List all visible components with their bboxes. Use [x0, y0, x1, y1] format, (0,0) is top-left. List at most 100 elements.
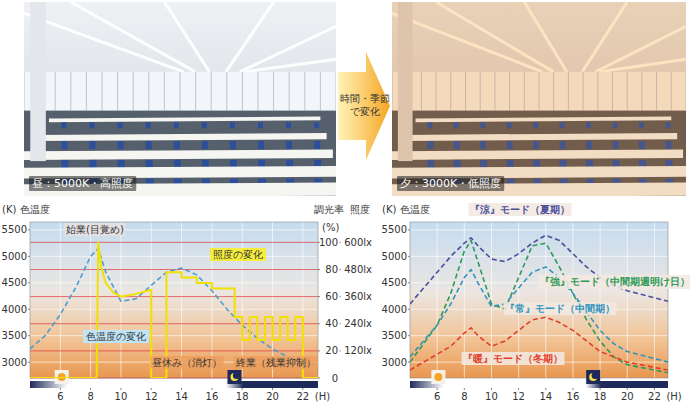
photo-mullion — [242, 72, 243, 111]
y3-tick — [339, 269, 341, 270]
y3-tick — [339, 296, 341, 297]
photo-chair — [174, 122, 179, 128]
photo-mullion — [258, 72, 259, 111]
y-tick — [28, 229, 30, 230]
photo-mullion — [195, 72, 196, 111]
label-patch — [234, 356, 318, 369]
y3-axis-title: 照度 — [350, 204, 370, 215]
photo-chair — [230, 141, 236, 149]
x-unit: (H) — [315, 391, 330, 402]
label-patch — [469, 203, 572, 216]
photo-chair — [174, 141, 180, 149]
x-tick — [120, 388, 121, 390]
grid-line — [242, 222, 243, 378]
x-tick-label: 16 — [206, 391, 219, 402]
x-tick — [211, 388, 212, 390]
day-night-band — [30, 381, 318, 388]
photo-mullion — [164, 72, 165, 111]
y2-tick-label: 0 — [332, 373, 338, 384]
arrow — [338, 52, 390, 160]
y-tick-label: 4000 — [382, 304, 407, 315]
x-tick-label: 12 — [145, 391, 158, 402]
y3-tick-label: 480lx — [344, 264, 372, 275]
photo-desk — [24, 149, 333, 159]
grid-line — [60, 222, 61, 378]
photo-mullion — [117, 72, 118, 111]
photo-desk — [33, 133, 326, 141]
grid-line — [30, 282, 318, 283]
canvas: 昼：5000K・高照度夕：3000K・低照度6810121416182022(H… — [0, 0, 690, 405]
photo-mullion — [289, 72, 290, 111]
moon-icon-bg — [227, 370, 241, 384]
photo-chair — [314, 141, 320, 149]
photo-chair — [202, 141, 208, 149]
photo-caption: 昼：5000K・高照度 — [32, 177, 133, 190]
photo-mullion — [226, 72, 227, 111]
series-label: 『暖』モード（冬期） — [463, 353, 563, 364]
y2-tick-label: 100 — [319, 237, 338, 248]
photo-mullion — [24, 72, 25, 111]
photo-chair — [118, 122, 123, 128]
y-tick — [28, 335, 30, 336]
y3-tick-label: 240lx — [344, 318, 372, 329]
y2-tick-label: 40 — [325, 318, 338, 329]
grid-line — [410, 256, 668, 257]
chart: 6810121416182022(H)300035004000450050005… — [2, 204, 373, 402]
grid-line — [654, 222, 655, 378]
series-line — [30, 248, 318, 364]
label-patch — [151, 356, 224, 369]
annotation: 昼休み（消灯） — [152, 357, 222, 368]
sun-icon-bg — [431, 370, 445, 384]
grid-line-y2 — [30, 323, 318, 324]
y2-axis-title: 調光率 — [314, 204, 344, 215]
photo-chair — [90, 122, 95, 128]
photo-mullion — [55, 72, 56, 111]
plot-background — [410, 222, 668, 378]
x-tick-label: 18 — [236, 391, 249, 402]
photo-chair — [146, 141, 152, 149]
y-tick-label: 5000 — [382, 251, 407, 262]
photo-mullion — [336, 72, 337, 111]
y2-tick — [318, 323, 320, 324]
y-tick — [408, 282, 410, 283]
photo-pillar — [30, 2, 46, 161]
y-tick — [28, 256, 30, 257]
y-tick-label: 5000 — [2, 251, 27, 262]
x-tick-label: 16 — [567, 391, 580, 402]
moon-icon-bg — [586, 370, 600, 384]
grid-line — [410, 229, 668, 230]
x-tick — [242, 388, 243, 390]
y3-tick-label: 360lx — [344, 291, 372, 302]
y2-tick — [318, 378, 320, 379]
moon-icon-shade — [592, 372, 599, 379]
label-patch — [539, 275, 690, 289]
y-tick — [28, 362, 30, 363]
grid-line — [600, 222, 601, 378]
x-tick — [572, 388, 573, 390]
photo-ceiling — [392, 2, 686, 196]
photo-chair — [286, 122, 291, 128]
photo-chair — [258, 141, 264, 149]
x-tick — [90, 388, 91, 390]
photo-mullion — [133, 72, 134, 111]
x-tick-label: 12 — [512, 391, 525, 402]
y3-tick-label: 120lx — [344, 345, 372, 356]
x-tick-label: 20 — [266, 391, 279, 402]
label-patch — [65, 223, 126, 236]
y3-tick — [339, 350, 341, 351]
x-tick-label: 14 — [539, 391, 552, 402]
page: {"photos": [{"caption": "昼：5000K・高照度"}, … — [0, 0, 690, 405]
label-patch — [83, 330, 149, 343]
photo-light-strip — [71, 2, 196, 72]
y-axis-title: (K) 色温度 — [382, 204, 430, 215]
label-patch — [504, 302, 617, 315]
annotation: 終業（残業抑制） — [235, 357, 316, 368]
label-patch — [462, 352, 565, 365]
x-tick — [627, 388, 628, 390]
photo-chair — [61, 141, 67, 149]
photo-mullion — [320, 72, 321, 111]
y-tick-label: 3500 — [382, 330, 407, 341]
y-tick-label: 4500 — [2, 277, 27, 288]
photo-mullion — [273, 72, 274, 111]
photo-chair — [61, 122, 66, 128]
